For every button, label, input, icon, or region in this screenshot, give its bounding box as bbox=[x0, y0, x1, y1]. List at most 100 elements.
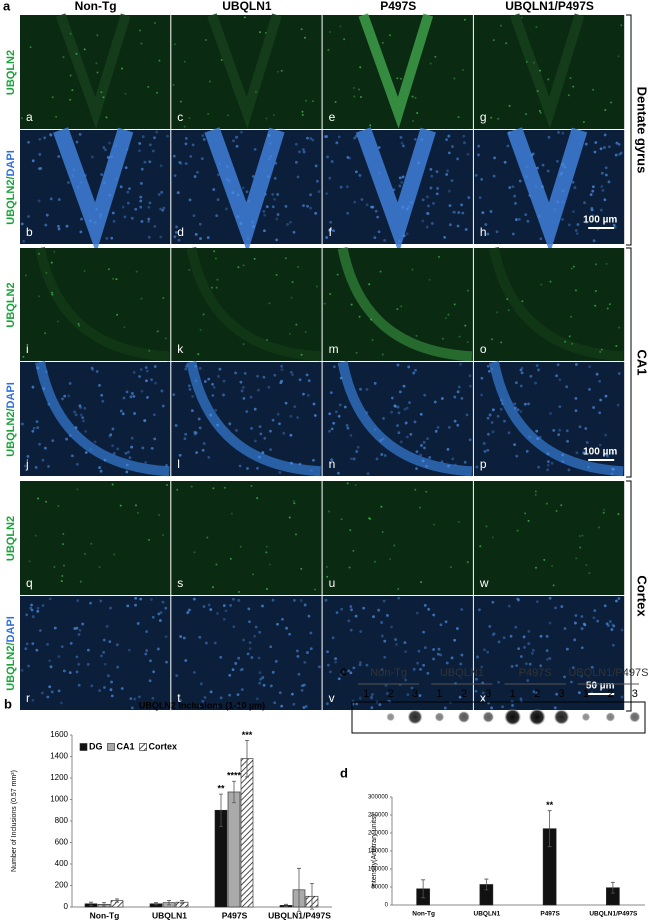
cell bbox=[209, 608, 213, 611]
cell bbox=[337, 414, 341, 418]
cell bbox=[112, 277, 115, 280]
cell bbox=[419, 453, 423, 457]
cell bbox=[536, 437, 540, 441]
cell bbox=[153, 365, 157, 368]
cell bbox=[305, 99, 308, 102]
cell bbox=[31, 159, 35, 163]
cell bbox=[37, 167, 41, 171]
cell bbox=[524, 512, 527, 515]
cell bbox=[535, 429, 539, 433]
cell bbox=[527, 630, 531, 633]
cell bbox=[537, 465, 541, 469]
cell bbox=[547, 135, 551, 139]
cell bbox=[390, 625, 393, 629]
cell bbox=[219, 696, 223, 700]
cell bbox=[259, 677, 263, 681]
cell bbox=[404, 421, 408, 425]
cell bbox=[225, 207, 228, 211]
cell bbox=[151, 696, 155, 700]
cell bbox=[480, 393, 483, 397]
cell bbox=[281, 617, 284, 621]
cell bbox=[96, 71, 99, 74]
cell bbox=[250, 426, 253, 430]
cell bbox=[540, 283, 543, 286]
cell bbox=[214, 257, 217, 260]
cell bbox=[37, 252, 40, 255]
cell bbox=[414, 96, 417, 99]
cell bbox=[108, 141, 111, 145]
cell bbox=[60, 580, 63, 583]
cell bbox=[534, 566, 537, 569]
cell bbox=[90, 542, 93, 545]
cell bbox=[86, 662, 90, 666]
cell bbox=[519, 410, 523, 413]
cell bbox=[71, 174, 75, 178]
panel-label: a bbox=[3, 0, 11, 13]
cell bbox=[188, 117, 191, 120]
cell bbox=[179, 100, 182, 103]
cell bbox=[55, 115, 58, 118]
cell bbox=[183, 60, 186, 63]
cell bbox=[111, 444, 115, 448]
cell bbox=[620, 24, 623, 27]
cell bbox=[159, 207, 162, 211]
cell bbox=[476, 655, 479, 659]
region-label: Dentate gyrus bbox=[635, 87, 650, 174]
dentate-layer bbox=[358, 13, 434, 129]
cell bbox=[187, 384, 191, 388]
cell bbox=[564, 340, 567, 343]
cell bbox=[369, 124, 372, 127]
cell bbox=[258, 425, 262, 429]
cell bbox=[484, 223, 488, 226]
cell bbox=[262, 683, 266, 687]
cell bbox=[310, 469, 313, 473]
cell bbox=[380, 621, 384, 624]
cell bbox=[147, 220, 151, 223]
cell bbox=[114, 144, 118, 148]
cell bbox=[225, 165, 229, 169]
cell bbox=[515, 218, 518, 221]
cell bbox=[62, 564, 65, 567]
panel-label: b bbox=[4, 696, 12, 711]
cell bbox=[216, 278, 219, 281]
cell bbox=[352, 549, 355, 552]
cell bbox=[437, 647, 441, 651]
cell bbox=[151, 615, 155, 619]
cell bbox=[328, 429, 331, 433]
cell bbox=[37, 199, 41, 203]
cell bbox=[289, 220, 292, 224]
cell bbox=[122, 396, 126, 400]
cell bbox=[31, 698, 35, 702]
cell bbox=[38, 629, 42, 632]
micrograph bbox=[473, 481, 625, 595]
cell bbox=[491, 430, 495, 434]
cell bbox=[69, 641, 73, 645]
cell bbox=[405, 406, 409, 410]
cell bbox=[488, 624, 492, 628]
cell bbox=[617, 513, 620, 516]
cell bbox=[78, 132, 82, 136]
cell bbox=[192, 597, 196, 601]
cell bbox=[329, 293, 332, 296]
cell bbox=[404, 421, 408, 425]
cell bbox=[492, 39, 495, 42]
cell bbox=[105, 116, 108, 119]
blot-dot bbox=[407, 709, 423, 725]
cell bbox=[212, 386, 216, 389]
cell bbox=[553, 208, 557, 212]
cell bbox=[373, 381, 377, 385]
cell bbox=[575, 232, 579, 236]
cell bbox=[439, 623, 443, 627]
cell bbox=[147, 217, 151, 221]
cell bbox=[444, 620, 448, 624]
micrograph bbox=[473, 361, 625, 477]
cell bbox=[519, 655, 523, 658]
cell bbox=[567, 223, 571, 227]
cell bbox=[273, 197, 276, 201]
cell bbox=[57, 689, 61, 693]
cell bbox=[288, 516, 291, 519]
cell bbox=[57, 224, 60, 228]
cell bbox=[334, 101, 337, 104]
cell bbox=[370, 696, 373, 700]
micrograph bbox=[20, 596, 171, 710]
